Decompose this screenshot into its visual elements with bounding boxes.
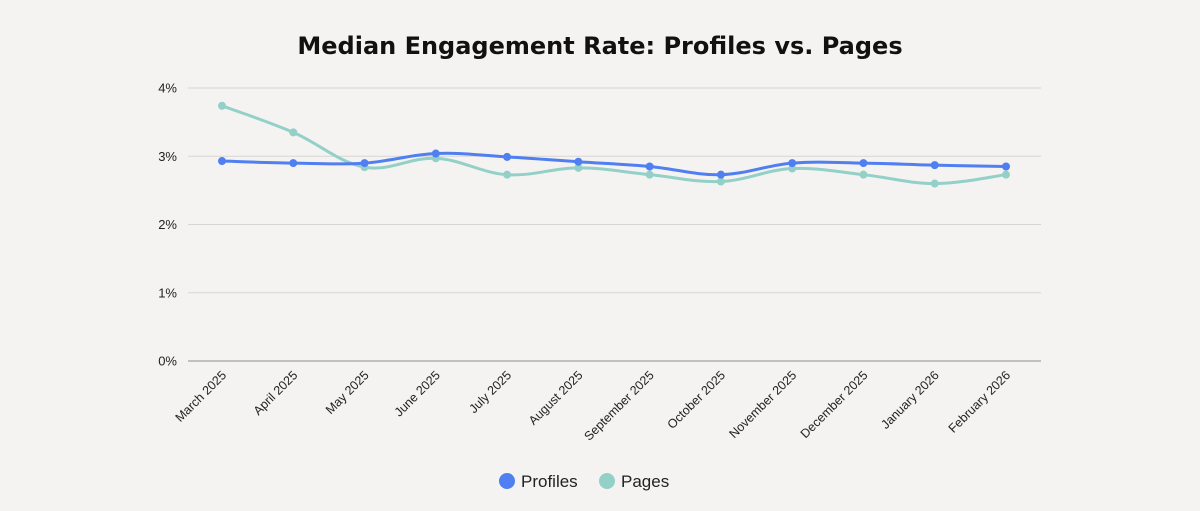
data-point-pages[interactable] — [218, 101, 226, 110]
x-tick-label: April 2025 — [251, 368, 301, 418]
data-point-pages[interactable] — [645, 170, 654, 179]
data-point-pages[interactable] — [859, 170, 868, 179]
legend-item-profiles[interactable]: Profiles — [499, 472, 578, 491]
legend-label: Pages — [621, 472, 669, 491]
data-point-pages[interactable] — [289, 128, 298, 137]
x-tick-label: July 2025 — [466, 368, 514, 416]
x-tick-label: August 2025 — [526, 368, 586, 428]
legend-swatch — [599, 473, 615, 489]
x-tick-label: September 2025 — [581, 368, 656, 443]
x-tick-label: January 2026 — [878, 368, 941, 431]
legend-item-pages[interactable]: Pages — [599, 472, 669, 491]
y-tick-label: 4% — [158, 81, 177, 96]
data-point-pages[interactable] — [1002, 170, 1010, 179]
x-tick-label: May 2025 — [323, 368, 372, 417]
data-point-profiles[interactable] — [218, 157, 226, 166]
data-point-profiles[interactable] — [645, 162, 654, 171]
y-tick-label: 1% — [158, 285, 177, 300]
data-point-profiles[interactable] — [859, 159, 868, 168]
data-point-profiles[interactable] — [716, 170, 725, 179]
y-tick-label: 2% — [158, 217, 177, 232]
y-tick-label: 0% — [158, 354, 177, 369]
x-tick-label: March 2025 — [173, 368, 230, 425]
data-point-profiles[interactable] — [503, 152, 512, 161]
data-point-profiles[interactable] — [431, 149, 440, 158]
legend: Profiles Pages — [499, 472, 669, 491]
data-point-profiles[interactable] — [788, 159, 797, 168]
series-pages — [218, 101, 1010, 188]
x-tick-label: June 2025 — [392, 368, 443, 419]
legend-label: Profiles — [521, 472, 578, 491]
data-point-pages[interactable] — [503, 170, 512, 179]
data-point-profiles[interactable] — [1002, 162, 1010, 171]
series-line-profiles — [220, 151, 1008, 177]
x-axis-ticks: March 2025 April 2025 May 2025 June 2025 Jul… — [173, 368, 1014, 443]
chart-title: Median Engagement Rate: Profiles vs. Pag… — [297, 32, 902, 60]
series-line-pages — [220, 104, 1008, 186]
series-profiles — [218, 149, 1010, 179]
data-point-profiles[interactable] — [930, 161, 939, 170]
data-point-profiles[interactable] — [289, 159, 298, 168]
x-tick-label: December 2025 — [798, 368, 871, 441]
data-point-profiles[interactable] — [574, 157, 583, 166]
y-axis-ticks: 0% 1% 2% 3% 4% — [158, 81, 177, 369]
data-point-pages[interactable] — [574, 163, 583, 172]
legend-swatch — [499, 473, 515, 489]
x-tick-label: October 2025 — [665, 368, 728, 431]
x-tick-label: February 2026 — [946, 368, 1013, 435]
data-point-pages[interactable] — [716, 177, 725, 186]
series-layer — [218, 101, 1010, 188]
data-point-pages[interactable] — [930, 179, 939, 188]
x-tick-label: November 2025 — [727, 368, 800, 441]
y-tick-label: 3% — [158, 149, 177, 164]
grid-layer — [188, 87, 1041, 362]
data-point-profiles[interactable] — [360, 159, 369, 168]
